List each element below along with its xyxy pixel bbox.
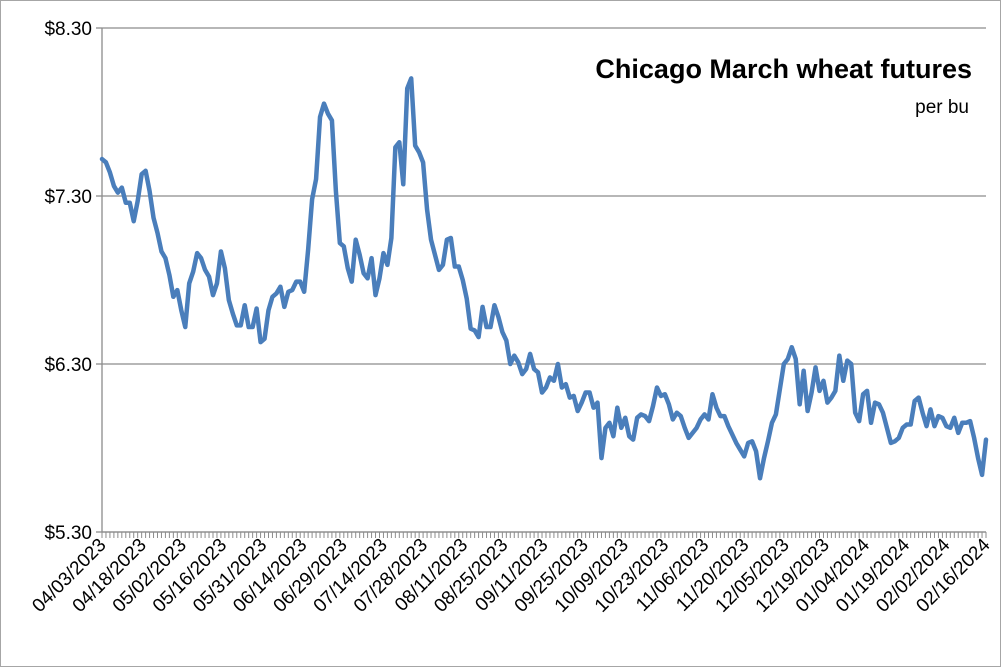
y-tick-label: $6.30 — [44, 355, 92, 376]
x-axis-ticks: 04/03/202304/18/202305/02/202305/16/2023… — [28, 532, 995, 617]
chart-subtitle: per bu — [915, 97, 969, 118]
y-tick-label: $8.30 — [44, 19, 92, 40]
y-axis-ticks: $8.30 $7.30 $6.30 $5.30 — [44, 19, 102, 544]
y-tick-label: $5.30 — [44, 523, 92, 544]
series-line — [99, 76, 989, 481]
axes — [101, 28, 986, 533]
y-tick-label: $7.30 — [44, 187, 92, 208]
gridlines — [102, 27, 986, 533]
chart-title: Chicago March wheat futures — [595, 54, 972, 84]
